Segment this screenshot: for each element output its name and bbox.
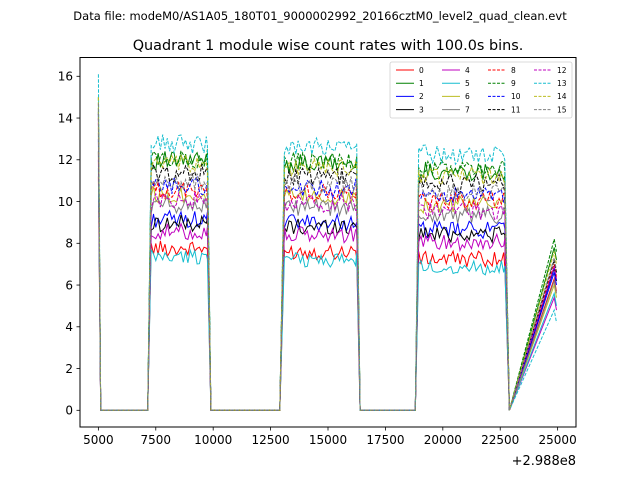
axes-frame	[79, 57, 577, 428]
chart-title: Quadrant 1 module wise count rates with …	[133, 38, 524, 54]
plot-area	[97, 74, 557, 411]
legend-label: 6	[465, 92, 470, 101]
x-tick-label: 15000	[309, 433, 347, 447]
series-line-0	[97, 176, 557, 411]
y-tick-label: 2	[65, 362, 73, 376]
series-line-9	[97, 97, 557, 411]
x-axis: 5000 7500 10000 12500 15000 17500 20000 22500 25…	[83, 427, 577, 447]
legend-label: 15	[557, 105, 567, 114]
x-tick-label: 7500	[141, 433, 172, 447]
series-line-14	[97, 97, 557, 411]
y-tick-label: 16	[58, 70, 73, 84]
series-line-15	[97, 103, 557, 411]
legend-label: 14	[557, 92, 567, 101]
legend-label: 2	[419, 92, 424, 101]
figure-suptitle: Data file: modeM0/AS1A05_180T01_90000029…	[73, 9, 567, 23]
legend-label: 0	[419, 66, 424, 75]
x-tick-label: 12500	[251, 433, 289, 447]
x-tick-label: 5000	[83, 433, 114, 447]
series-line-13	[97, 74, 557, 411]
x-tick-label: 20000	[424, 433, 462, 447]
series-line-1	[97, 107, 557, 411]
x-axis-offset-label: +2.988e8	[512, 454, 576, 469]
legend-label: 5	[465, 79, 470, 88]
legend-label: 3	[419, 105, 424, 114]
legend-label: 10	[511, 92, 521, 101]
legend-label: 7	[465, 105, 470, 114]
legend-label: 9	[511, 79, 516, 88]
series-line-5	[97, 168, 557, 411]
series-line-4	[97, 159, 557, 411]
y-tick-label: 12	[58, 153, 73, 167]
y-tick-label: 8	[65, 237, 73, 251]
legend-frame	[389, 61, 573, 119]
legend-label: 13	[557, 79, 567, 88]
x-tick-label: 17500	[366, 433, 404, 447]
legend-label: 8	[511, 66, 516, 75]
series-line-12	[97, 122, 557, 411]
series-line-8	[97, 117, 557, 411]
y-tick-label: 4	[65, 320, 73, 334]
y-tick-label: 0	[65, 404, 73, 418]
y-axis: 0 2 4 6 8 10 12 14 16	[58, 70, 80, 418]
x-tick-label: 10000	[194, 433, 232, 447]
x-tick-label: 25000	[539, 433, 577, 447]
series-line-11	[97, 111, 557, 411]
series-line-3	[97, 151, 557, 411]
series-line-2	[97, 138, 557, 411]
legend-label: 4	[465, 66, 470, 75]
legend-label: 1	[419, 79, 424, 88]
legend-label: 11	[511, 105, 521, 114]
x-tick-label: 22500	[481, 433, 519, 447]
y-tick-label: 14	[58, 111, 73, 125]
y-tick-label: 10	[58, 195, 73, 209]
y-tick-label: 6	[65, 278, 73, 292]
legend-label: 12	[557, 66, 567, 75]
